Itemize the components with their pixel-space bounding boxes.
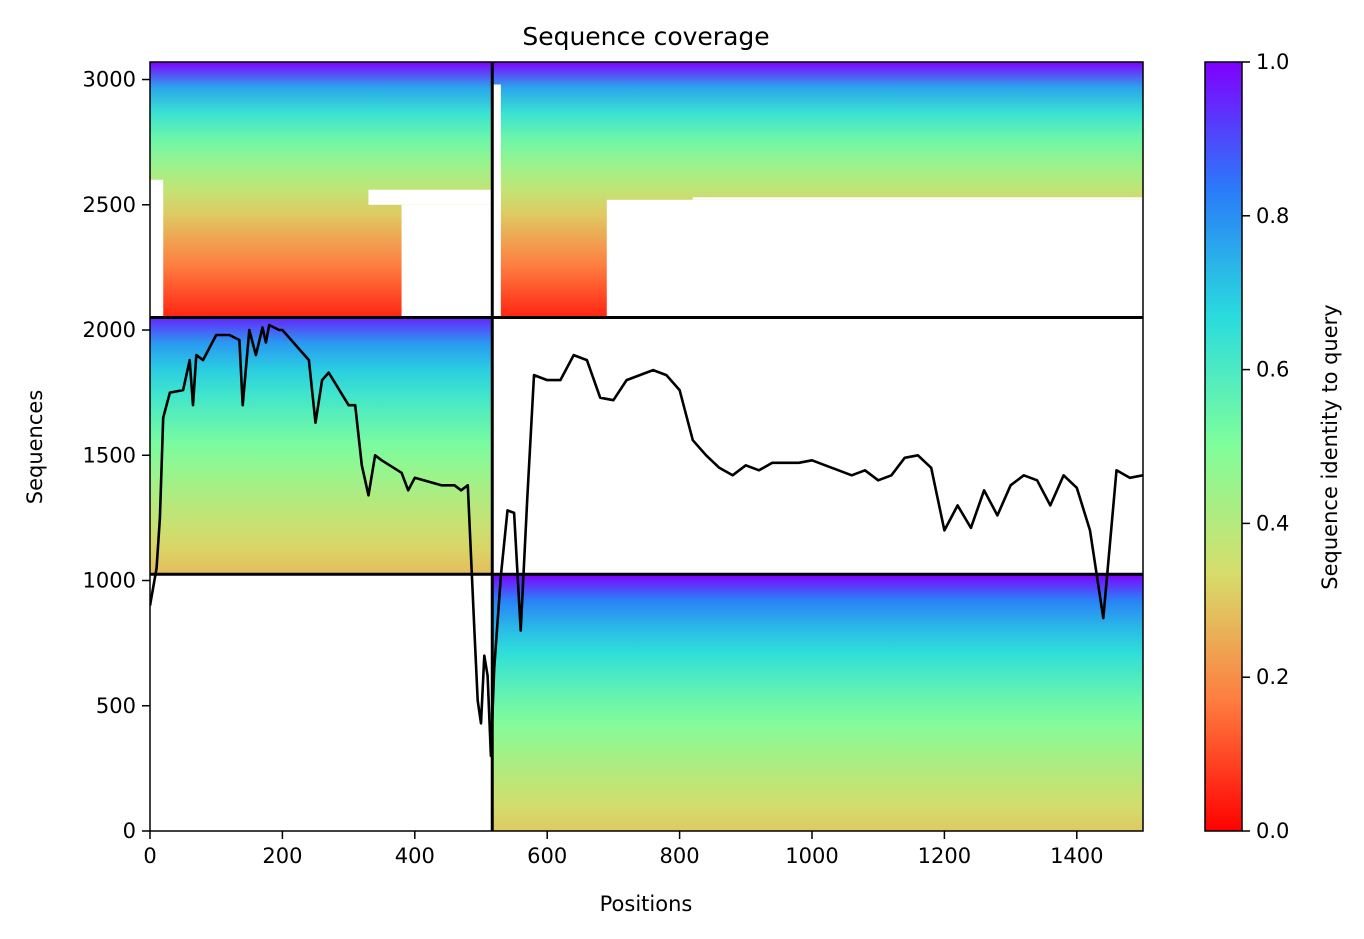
y-tick-label: 2000 [83,318,136,342]
coverage-blocks [150,62,1143,831]
colorbar-ticks: 0.0 0.2 0.4 0.6 0.8 1.0 [1242,50,1289,843]
colorbar-tick-label: 1.0 [1256,50,1289,74]
colorbar-tick-label: 0.2 [1256,665,1289,689]
block-separators [150,62,1143,831]
coverage-gap [401,204,493,318]
colorbar-tick-label: 0.4 [1256,511,1289,535]
y-tick-label: 500 [96,694,136,718]
coverage-gap [606,199,1143,318]
x-tick-label: 1000 [785,844,838,868]
colorbar-tick-label: 0.6 [1256,358,1289,382]
chart-title: Sequence coverage [522,22,769,51]
x-tick-label: 200 [262,844,302,868]
x-tick-label: 1400 [1050,844,1103,868]
x-tick-label: 0 [143,844,156,868]
coverage-gap [492,84,501,318]
y-axis-label: Sequences [23,390,47,505]
x-axis-ticks: 0 200 400 600 800 1000 1200 1400 [143,831,1104,868]
y-tick-label: 1000 [83,569,136,593]
colorbar-tick-label: 0.0 [1256,819,1289,843]
x-tick-label: 800 [660,844,700,868]
colorbar [1204,61,1243,832]
x-axis-label: Positions [600,892,693,916]
block-lower-right [492,574,1143,831]
x-tick-label: 1200 [918,844,971,868]
y-tick-label: 0 [123,819,136,843]
colorbar-tick-label: 0.8 [1256,204,1289,228]
coverage-gap [368,189,493,205]
block-middle-left [150,317,493,575]
y-tick-label: 3000 [83,68,136,92]
plot-frame [149,61,1144,832]
coverage-line [150,323,1143,758]
x-tick-label: 600 [527,844,567,868]
x-tick-label: 400 [395,844,435,868]
coverage-gap [150,179,164,318]
colorbar-label: Sequence identity to query [1318,304,1342,589]
y-tick-label: 2500 [83,193,136,217]
y-tick-label: 1500 [83,443,136,467]
y-axis-ticks: 0 500 1000 1500 2000 2500 3000 [83,68,150,843]
coverage-gap [692,197,1143,200]
